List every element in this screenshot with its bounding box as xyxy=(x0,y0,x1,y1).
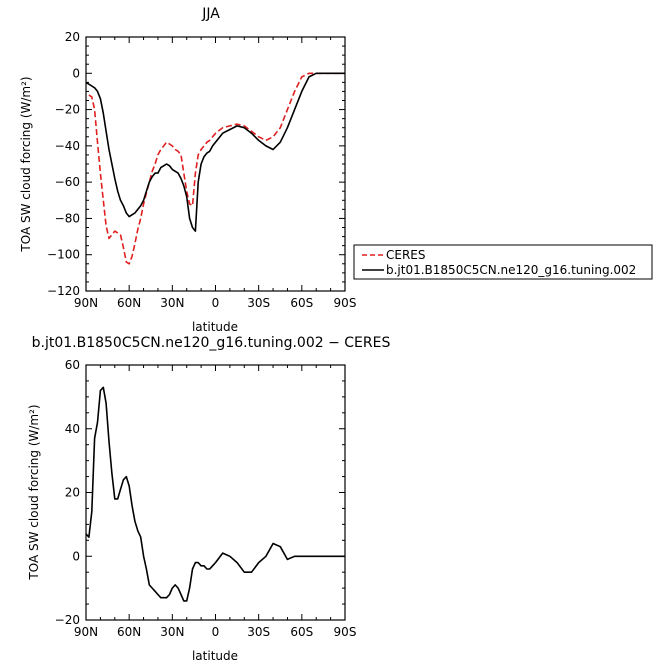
legend: CERES b.jt01.B1850C5CN.ne120_g16.tuning.… xyxy=(353,244,653,280)
top-x-tick-label: 60N xyxy=(117,296,141,310)
bottom-x-tick-label: 90S xyxy=(334,625,357,639)
bottom-plot-area xyxy=(85,364,346,621)
top-x-tick-label: 30N xyxy=(160,296,184,310)
legend-label-ceres: CERES xyxy=(386,248,426,262)
top-series-line-1 xyxy=(86,72,345,232)
bottom-x-tick-label: 60N xyxy=(117,625,141,639)
top-y-tick-label: −80 xyxy=(55,211,80,225)
top-y-tick-label: 20 xyxy=(65,30,80,44)
bottom-y-axis: 60 40 20 0 −20 xyxy=(55,358,345,627)
bottom-y-tick-label: −20 xyxy=(55,613,80,627)
top-y-tick-label: 0 xyxy=(72,66,80,80)
bottom-series-line-0 xyxy=(86,386,345,602)
top-y-tick-label: −40 xyxy=(55,139,80,153)
bottom-x-tick-label: 90N xyxy=(74,625,98,639)
bottom-x-tick-label: 30N xyxy=(160,625,184,639)
top-x-tick-label: 90S xyxy=(334,296,357,310)
top-series-line-0 xyxy=(88,72,345,265)
top-x-tick-label: 90N xyxy=(74,296,98,310)
legend-box xyxy=(353,244,653,280)
top-y-tick-label: −100 xyxy=(47,248,80,262)
top-y-tick-label: −20 xyxy=(55,103,80,117)
top-plot-area xyxy=(85,36,346,292)
top-x-tick-label: 30S xyxy=(247,296,270,310)
top-x-tick-label: 0 xyxy=(212,296,220,310)
top-y-axis-label: TOA SW cloud forcing (W/m²) xyxy=(19,76,33,252)
top-series-group xyxy=(86,72,345,265)
top-x-axis-label: latitude xyxy=(192,320,238,334)
bottom-y-tick-label: 20 xyxy=(65,486,80,500)
bottom-chart: b.jt01.B1850C5CN.ne120_g16.tuning.002 − … xyxy=(27,335,390,663)
bottom-x-tick-label: 60S xyxy=(290,625,313,639)
bottom-x-tick-label: 30S xyxy=(247,625,270,639)
top-x-axis: 90N 60N 30N 0 30S 60S 90S xyxy=(74,37,357,310)
bottom-x-axis: 90N 60N 30N 0 30S 60S 90S xyxy=(74,365,357,639)
bottom-plot-frame xyxy=(85,364,346,621)
bottom-y-tick-label: 60 xyxy=(65,358,80,372)
bottom-y-axis-label: TOA SW cloud forcing (W/m²) xyxy=(27,404,41,580)
bottom-x-axis-label: latitude xyxy=(192,649,238,663)
bottom-chart-title: b.jt01.B1850C5CN.ne120_g16.tuning.002 − … xyxy=(32,335,391,351)
top-y-axis: 20 0 −20 −40 −60 −80 −100 −120 xyxy=(47,30,345,298)
top-x-tick-label: 60S xyxy=(290,296,313,310)
top-chart-title: JJA xyxy=(201,6,220,22)
top-chart: JJA 90N 60N 30N 0 30S 60S 90S 20 0 −20 −40 −60 −80 −… xyxy=(19,6,356,334)
bottom-x-tick-label: 0 xyxy=(212,625,220,639)
bottom-y-tick-label: 40 xyxy=(65,422,80,436)
top-y-tick-label: −60 xyxy=(55,175,80,189)
top-y-tick-label: −120 xyxy=(47,284,80,298)
legend-label-model: b.jt01.B1850C5CN.ne120_g16.tuning.002 xyxy=(386,263,636,277)
bottom-series-group xyxy=(86,386,345,602)
bottom-y-tick-label: 0 xyxy=(72,549,80,563)
